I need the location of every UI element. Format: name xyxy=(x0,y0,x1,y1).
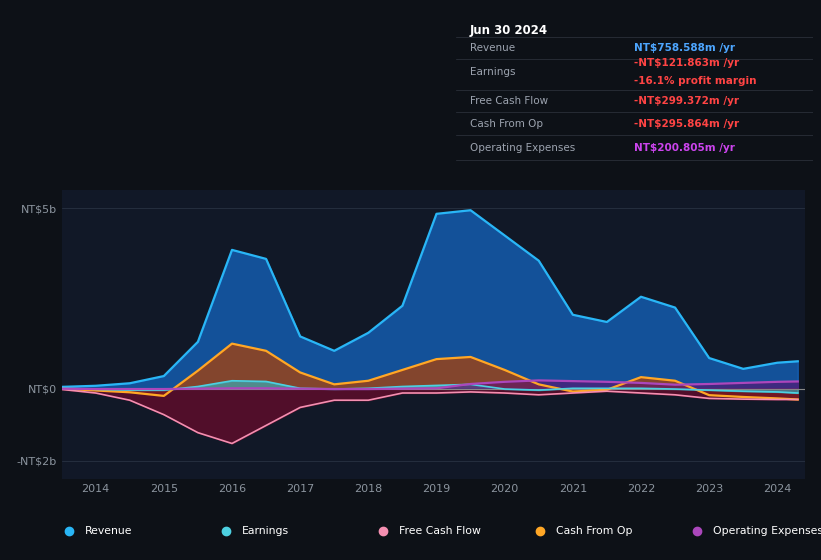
Text: Earnings: Earnings xyxy=(241,526,289,535)
Text: -NT$121.863m /yr: -NT$121.863m /yr xyxy=(635,58,740,68)
Text: NT$758.588m /yr: NT$758.588m /yr xyxy=(635,43,736,53)
Text: Operating Expenses: Operating Expenses xyxy=(470,143,576,153)
Text: Free Cash Flow: Free Cash Flow xyxy=(399,526,480,535)
Text: Jun 30 2024: Jun 30 2024 xyxy=(470,24,548,37)
Text: Earnings: Earnings xyxy=(470,67,516,77)
Text: Cash From Op: Cash From Op xyxy=(470,119,543,129)
Text: Revenue: Revenue xyxy=(470,43,515,53)
Text: Free Cash Flow: Free Cash Flow xyxy=(470,96,548,106)
Text: Operating Expenses: Operating Expenses xyxy=(713,526,821,535)
Text: Cash From Op: Cash From Op xyxy=(556,526,632,535)
Text: Revenue: Revenue xyxy=(85,526,132,535)
Text: -16.1% profit margin: -16.1% profit margin xyxy=(635,76,757,86)
Text: NT$200.805m /yr: NT$200.805m /yr xyxy=(635,143,735,153)
Text: -NT$295.864m /yr: -NT$295.864m /yr xyxy=(635,119,740,129)
Text: -NT$299.372m /yr: -NT$299.372m /yr xyxy=(635,96,739,106)
